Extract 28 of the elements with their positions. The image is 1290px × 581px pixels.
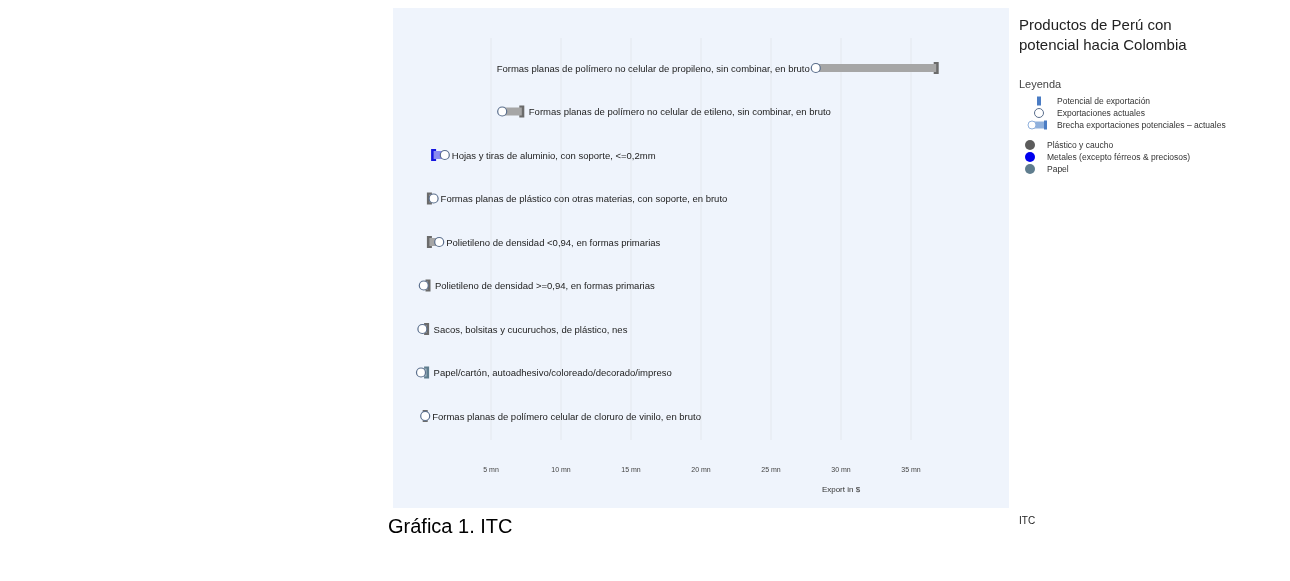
y-tick-label: Formas planas de plástico con otras materias, con soporte, en bruto: [440, 193, 728, 204]
x-axis-title: Export in $: [821, 485, 861, 494]
text: Brecha exportaciones potenciales – actuales: [1057, 120, 1226, 130]
legend-title: Leyenda: [1019, 78, 1063, 90]
y-tick-label: Formas planas de polímero no celular de propileno, sin combinar, en bruto: [496, 62, 810, 74]
text: ITC: [1019, 515, 1036, 526]
text: Productos de Perú con potencial hacia Colombia: [1019, 16, 1188, 53]
point: [497, 106, 508, 117]
point: [428, 193, 439, 204]
y-tick-label: Polietileno de densidad >=0,94, en formas primarias: [435, 280, 655, 291]
y-tick-label: Formas planas de polímero no celular de etileno, sin combinar, en bruto: [528, 106, 831, 117]
y-tick-label: Papel/cartón, autoadhesivo/coloreado/decorado/impreso: [433, 367, 672, 378]
y-tick-label: Formas planas de polímero celular de cloruro de vinilo, en bruto: [432, 410, 701, 422]
legend-label: Metales (excepto férreos & preciosos): [1047, 152, 1191, 162]
point: [417, 323, 428, 335]
y-tick-label: Polietileno de densidad <0,94, en formas primarias: [446, 236, 661, 248]
point: [418, 280, 429, 291]
legend-label: Exportaciones actuales: [1057, 108, 1145, 118]
y-tick-label: Sacos, bolsitas y cucuruchos, de plástico, nes: [433, 323, 628, 335]
legend-label: Papel: [1047, 164, 1069, 174]
point: [439, 149, 450, 161]
text: Gráfica 1. ITC: [388, 515, 513, 537]
legend-label: Plástico y caucho: [1047, 140, 1114, 150]
point: [434, 236, 445, 248]
point: [415, 367, 427, 378]
point: [810, 62, 821, 74]
y-tick-label: Hojas y tiras de aluminio, con soporte, <=0,2mm: [451, 149, 656, 161]
text: Potencial de exportación: [1057, 96, 1151, 106]
